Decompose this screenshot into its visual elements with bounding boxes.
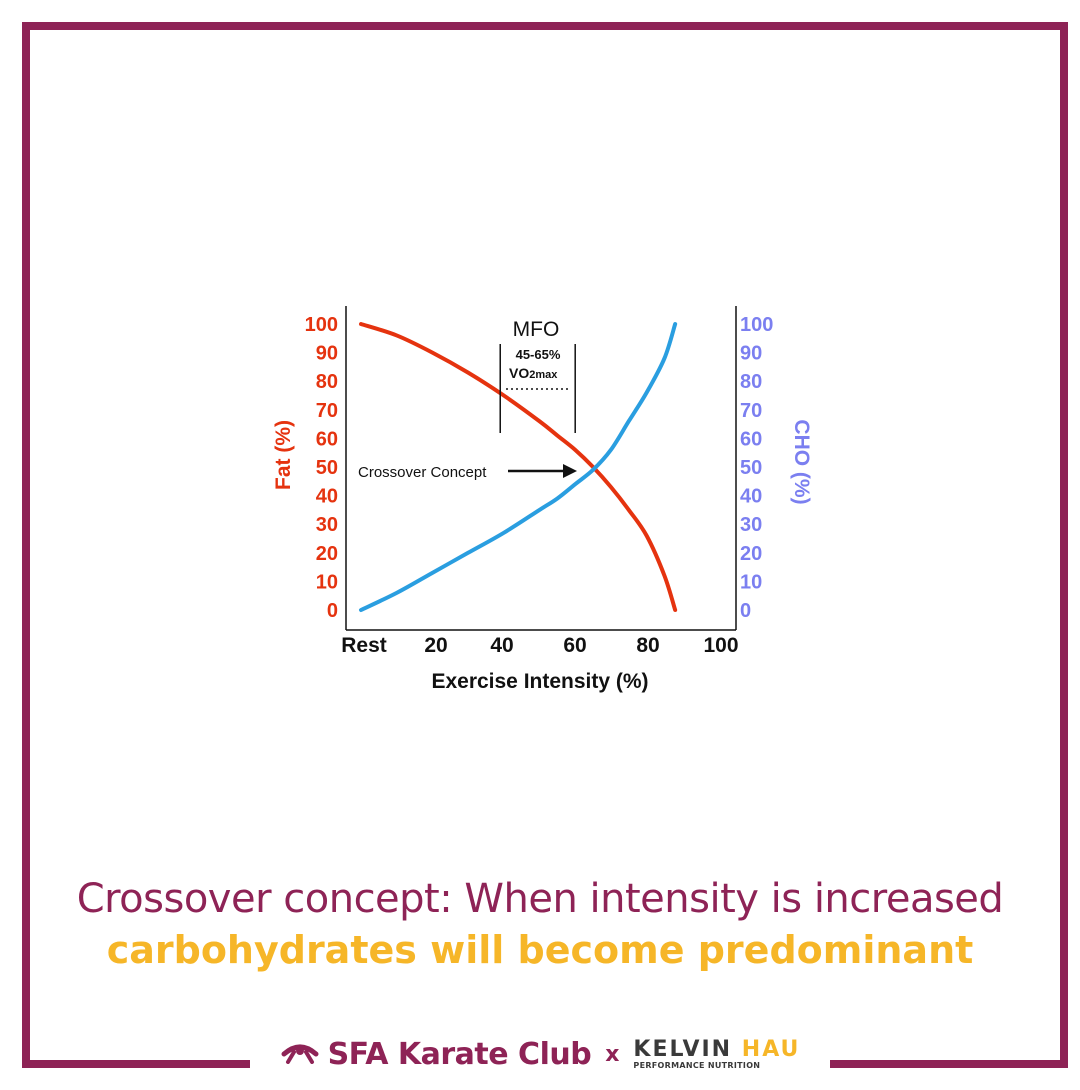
x-tick-label: 80 [636,634,659,657]
partner-name-2: HAU [741,1036,801,1062]
y-tick-left: 70 [316,400,338,422]
x-tick-label: Rest [341,634,387,657]
footer-branding: SFA Karate Club x KELVIN HAU PERFORMANCE… [0,1034,1080,1074]
y-axis-right-title: CHO (%) [790,419,813,504]
y-tick-right: 40 [740,486,762,508]
caption-line-2: carbohydrates will become predominant [106,928,974,972]
caption-line-1: Crossover concept: When intensity is inc… [76,876,1004,922]
y-tick-right: 50 [740,457,762,479]
x-tick-label: 20 [424,634,447,657]
y-tick-left: 50 [316,457,338,479]
y-tick-right: 0 [740,600,751,622]
mfo-range: 45-65% [516,347,561,362]
y-tick-right: 70 [740,400,762,422]
x-tick-label: 40 [490,634,513,657]
partner-subtitle: PERFORMANCE NUTRITION [633,1060,761,1070]
x-tick-label: 60 [563,634,586,657]
club-name: SFA Karate Club [327,1036,592,1072]
y-tick-left: 100 [305,314,338,336]
partner-logo: KELVIN HAU PERFORMANCE NUTRITION [633,1036,801,1070]
y-tick-right: 10 [740,571,762,593]
y-tick-left: 80 [316,371,338,393]
karate-belt-icon [280,1037,320,1072]
y-tick-left: 90 [316,343,338,365]
y-tick-left: 60 [316,428,338,450]
y-tick-left: 10 [316,571,338,593]
y-tick-right: 80 [740,371,762,393]
y-tick-right: 20 [740,543,762,565]
mfo-label: MFO [513,318,560,341]
sfa-brand: SFA Karate Club [280,1037,592,1072]
y-tick-left: 30 [316,514,338,536]
brand-separator: x [605,1041,620,1067]
y-tick-left: 20 [316,543,338,565]
crossover-label: Crossover Concept [358,464,487,481]
fat-curve [359,322,678,612]
mfo-vo2-sub: 2max [529,369,558,381]
cho-curve [359,322,678,612]
partner-name-1: KELVIN [633,1036,733,1062]
y-tick-left: 40 [316,486,338,508]
y-tick-right: 30 [740,514,762,536]
y-tick-right: 100 [740,314,773,336]
crossover-chart: 0 0 10 10 20 20 30 30 40 40 50 50 60 60 70 70 80 80 90 90 10… [272,306,813,693]
crossover-arrow-head [563,464,577,478]
mfo-vo2: VO2max [509,365,558,381]
y-tick-right: 90 [740,343,762,365]
y-axis-left-title: Fat (%) [272,420,295,490]
x-axis-title: Exercise Intensity (%) [431,670,648,693]
x-tick-label: 100 [703,634,738,657]
y-tick-left: 0 [327,600,338,622]
y-tick-right: 60 [740,428,762,450]
